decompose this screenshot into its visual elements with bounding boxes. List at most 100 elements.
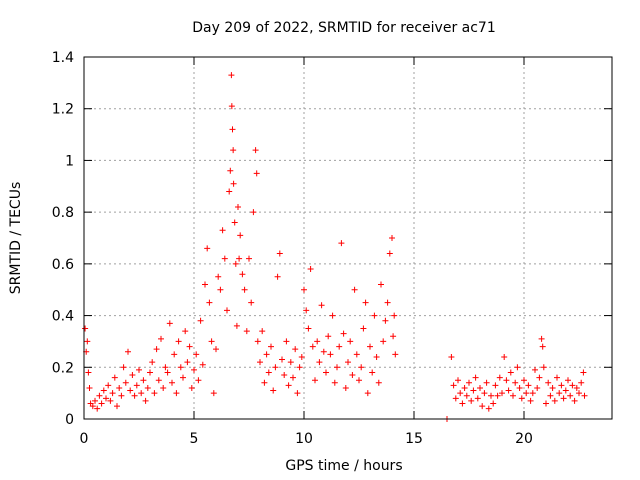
data-point (85, 369, 92, 376)
data-point (518, 395, 525, 402)
data-point (261, 379, 268, 386)
data-point (367, 343, 373, 350)
data-point (512, 379, 519, 386)
data-point (525, 382, 532, 389)
data-point (206, 299, 213, 306)
data-point (347, 338, 354, 345)
data-point (294, 390, 301, 397)
data-point (142, 397, 149, 404)
data-point (301, 286, 307, 293)
data-point (84, 338, 91, 345)
data-point (358, 364, 365, 371)
data-point (336, 343, 343, 350)
data-point (470, 387, 477, 394)
x-axis-label: GPS time / hours (285, 458, 402, 474)
data-point (345, 359, 351, 366)
data-point (221, 255, 228, 262)
data-point (384, 299, 391, 306)
data-point (227, 167, 234, 174)
data-point (331, 379, 338, 386)
data-point (171, 351, 178, 358)
data-point (461, 384, 468, 391)
data-point (554, 374, 560, 381)
y-tick-label: 1.2 (52, 102, 74, 118)
y-tick-label: 0.6 (52, 257, 74, 273)
data-point (468, 397, 475, 404)
data-point (268, 343, 274, 350)
data-point (233, 322, 240, 329)
data-point (166, 320, 173, 327)
data-point (338, 240, 345, 247)
data-point (510, 392, 516, 399)
data-point (360, 325, 367, 332)
data-point (296, 364, 303, 371)
data-point (149, 359, 156, 366)
data-point (259, 328, 266, 335)
data-point (169, 379, 175, 386)
data-point (265, 369, 272, 376)
y-tick-label: 1 (65, 153, 74, 169)
data-point (386, 250, 393, 257)
data-point (538, 335, 545, 342)
data-point (248, 299, 255, 306)
data-point (118, 392, 125, 399)
data-point (107, 397, 114, 404)
data-point (103, 395, 109, 402)
data-point (215, 273, 222, 280)
data-point (100, 387, 107, 394)
data-point (556, 390, 563, 397)
plot-frame (83, 56, 613, 420)
data-point (195, 377, 202, 384)
data-point (140, 377, 147, 384)
data-point (188, 384, 195, 391)
data-point (323, 369, 329, 376)
data-point (257, 359, 263, 366)
x-tick-label: 15 (405, 431, 423, 447)
data-point (371, 312, 378, 319)
data-point (228, 72, 235, 79)
data-point (314, 338, 321, 345)
data-point (455, 377, 461, 384)
data-point (457, 390, 464, 397)
data-point (342, 384, 349, 391)
data-point (182, 328, 189, 335)
data-point (356, 377, 362, 384)
data-point (483, 379, 490, 386)
data-point (334, 364, 340, 371)
data-point (164, 369, 171, 376)
data-point (571, 397, 578, 404)
data-point (474, 395, 481, 402)
data-point (114, 403, 120, 410)
data-point (382, 317, 389, 324)
data-point (567, 392, 574, 399)
data-point (503, 377, 510, 384)
data-point (490, 400, 497, 407)
data-point (364, 390, 371, 397)
data-point (246, 255, 252, 262)
x-tick-label: 5 (190, 431, 199, 447)
data-point (466, 379, 472, 386)
data-point (285, 382, 292, 389)
data-point (290, 374, 296, 381)
data-point (272, 364, 279, 371)
data-point (292, 346, 299, 353)
data-point (534, 384, 541, 391)
data-point (551, 397, 558, 404)
y-tick-label: 0 (65, 412, 74, 428)
data-point (144, 384, 151, 391)
x-tick-label: 0 (80, 431, 89, 447)
data-point (527, 397, 534, 404)
data-point (228, 103, 235, 110)
data-point (390, 333, 397, 340)
data-point (514, 364, 521, 371)
data-point (327, 351, 334, 358)
data-point (199, 361, 206, 368)
data-point (540, 364, 547, 371)
data-point (210, 390, 217, 397)
data-point (569, 382, 576, 389)
data-point (279, 356, 285, 363)
data-point (316, 359, 323, 366)
data-point (94, 405, 101, 412)
data-point (353, 351, 360, 358)
